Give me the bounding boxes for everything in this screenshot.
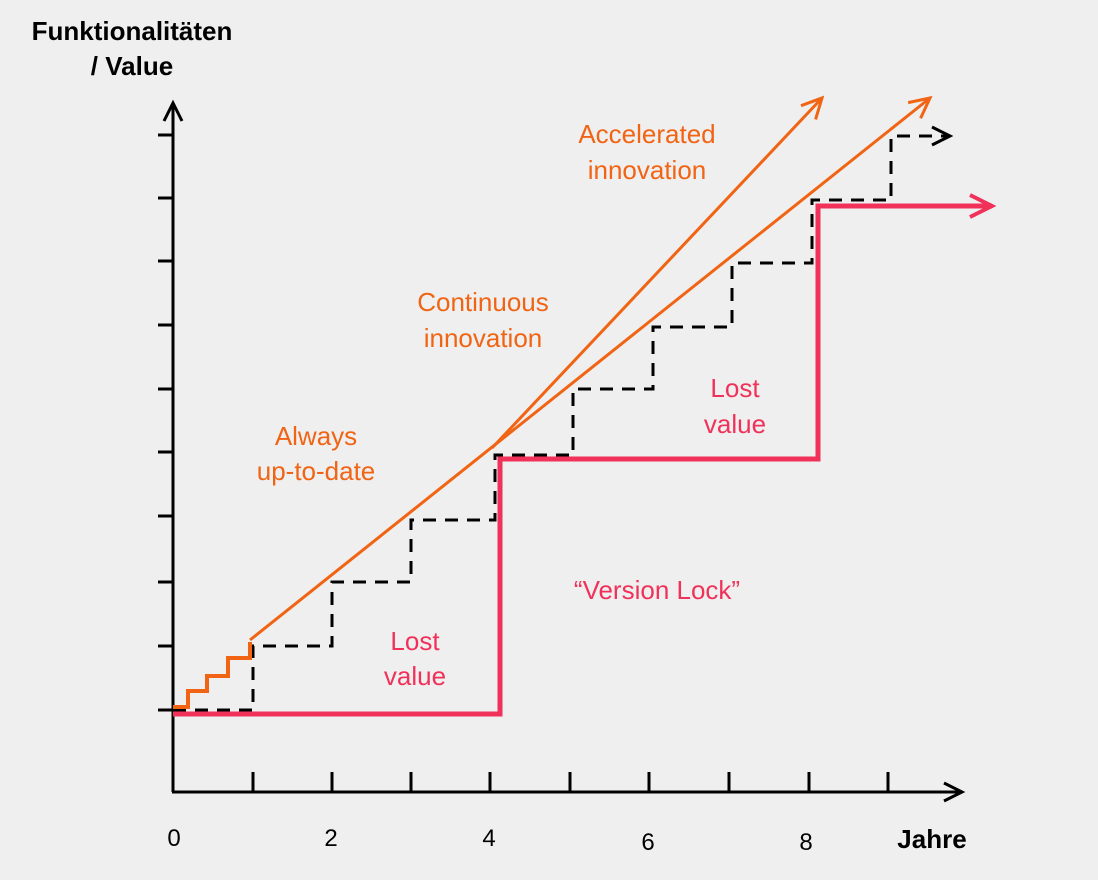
always-label-line1: Always — [275, 421, 357, 451]
accelerated-innovation-line — [490, 95, 825, 450]
x-axis-ticks — [251, 772, 890, 792]
accelerated-label-line2: innovation — [588, 155, 707, 185]
dashed-step-line — [173, 125, 954, 712]
x-tick-label-6: 6 — [641, 829, 654, 856]
lost-value-lower-line1: Lost — [390, 626, 440, 656]
always-label-line2: up-to-date — [257, 456, 376, 486]
lost-value-upper-line1: Lost — [710, 373, 760, 403]
continuous-label-line2: innovation — [424, 323, 543, 353]
version-lock-label: “Version Lock” — [574, 575, 740, 605]
continuous-label-line1: Continuous — [417, 287, 549, 317]
x-tick-label-8: 8 — [799, 829, 812, 856]
x-tick-label-0: 0 — [167, 825, 180, 852]
y-axis-label-line2: / Value — [91, 51, 173, 81]
continuous-innovation-line — [249, 95, 933, 642]
lost-value-upper-line2: value — [704, 409, 766, 439]
lost-value-lower-line2: value — [384, 661, 446, 691]
version-lock-line — [173, 206, 992, 717]
y-axis-label-line1: Funktionalitäten — [32, 16, 233, 46]
accelerated-label-line1: Accelerated — [578, 119, 715, 149]
x-axis-label: Jahre — [897, 824, 966, 854]
y-axis-ticks — [158, 133, 173, 712]
x-tick-label-2: 2 — [324, 825, 337, 852]
orange-small-steps — [173, 642, 252, 709]
x-tick-label-4: 4 — [482, 825, 495, 852]
